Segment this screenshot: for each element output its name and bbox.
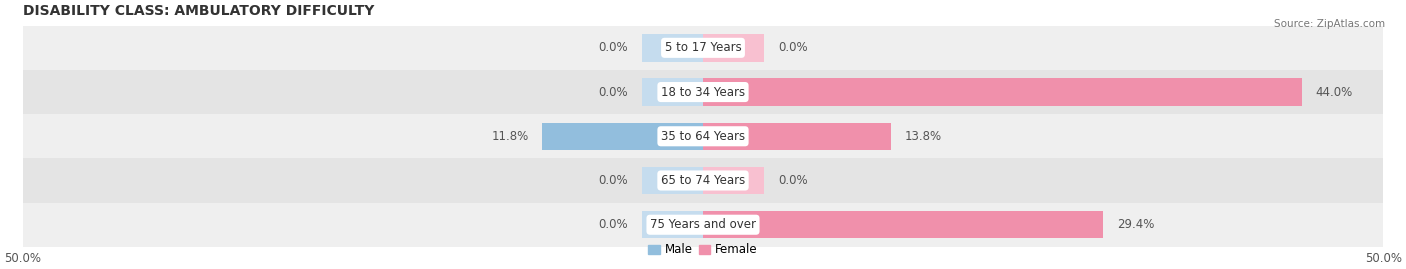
- Bar: [703, 211, 1104, 238]
- Text: 0.0%: 0.0%: [778, 174, 807, 187]
- Bar: [703, 78, 765, 106]
- Bar: [641, 34, 703, 62]
- Bar: [703, 123, 891, 150]
- Bar: [641, 211, 703, 238]
- Bar: [703, 78, 1302, 106]
- Text: 29.4%: 29.4%: [1116, 218, 1154, 231]
- Bar: [703, 34, 765, 62]
- Text: Source: ZipAtlas.com: Source: ZipAtlas.com: [1274, 19, 1385, 29]
- Bar: [641, 167, 703, 194]
- Text: 11.8%: 11.8%: [492, 130, 529, 143]
- Text: 35 to 64 Years: 35 to 64 Years: [661, 130, 745, 143]
- Bar: [703, 123, 765, 150]
- Text: DISABILITY CLASS: AMBULATORY DIFFICULTY: DISABILITY CLASS: AMBULATORY DIFFICULTY: [22, 4, 374, 18]
- Bar: [703, 211, 765, 238]
- Legend: Male, Female: Male, Female: [644, 239, 762, 261]
- Text: 0.0%: 0.0%: [599, 86, 628, 98]
- Text: 44.0%: 44.0%: [1315, 86, 1353, 98]
- Bar: [22, 114, 1384, 158]
- Bar: [22, 158, 1384, 203]
- Bar: [22, 70, 1384, 114]
- Bar: [543, 123, 703, 150]
- Text: 18 to 34 Years: 18 to 34 Years: [661, 86, 745, 98]
- Bar: [22, 26, 1384, 70]
- Text: 0.0%: 0.0%: [599, 218, 628, 231]
- Bar: [703, 167, 765, 194]
- Text: 0.0%: 0.0%: [599, 41, 628, 54]
- Bar: [641, 78, 703, 106]
- Text: 0.0%: 0.0%: [599, 174, 628, 187]
- Bar: [641, 123, 703, 150]
- Text: 75 Years and over: 75 Years and over: [650, 218, 756, 231]
- Text: 13.8%: 13.8%: [904, 130, 942, 143]
- Text: 5 to 17 Years: 5 to 17 Years: [665, 41, 741, 54]
- Text: 0.0%: 0.0%: [778, 41, 807, 54]
- Bar: [22, 203, 1384, 247]
- Text: 65 to 74 Years: 65 to 74 Years: [661, 174, 745, 187]
